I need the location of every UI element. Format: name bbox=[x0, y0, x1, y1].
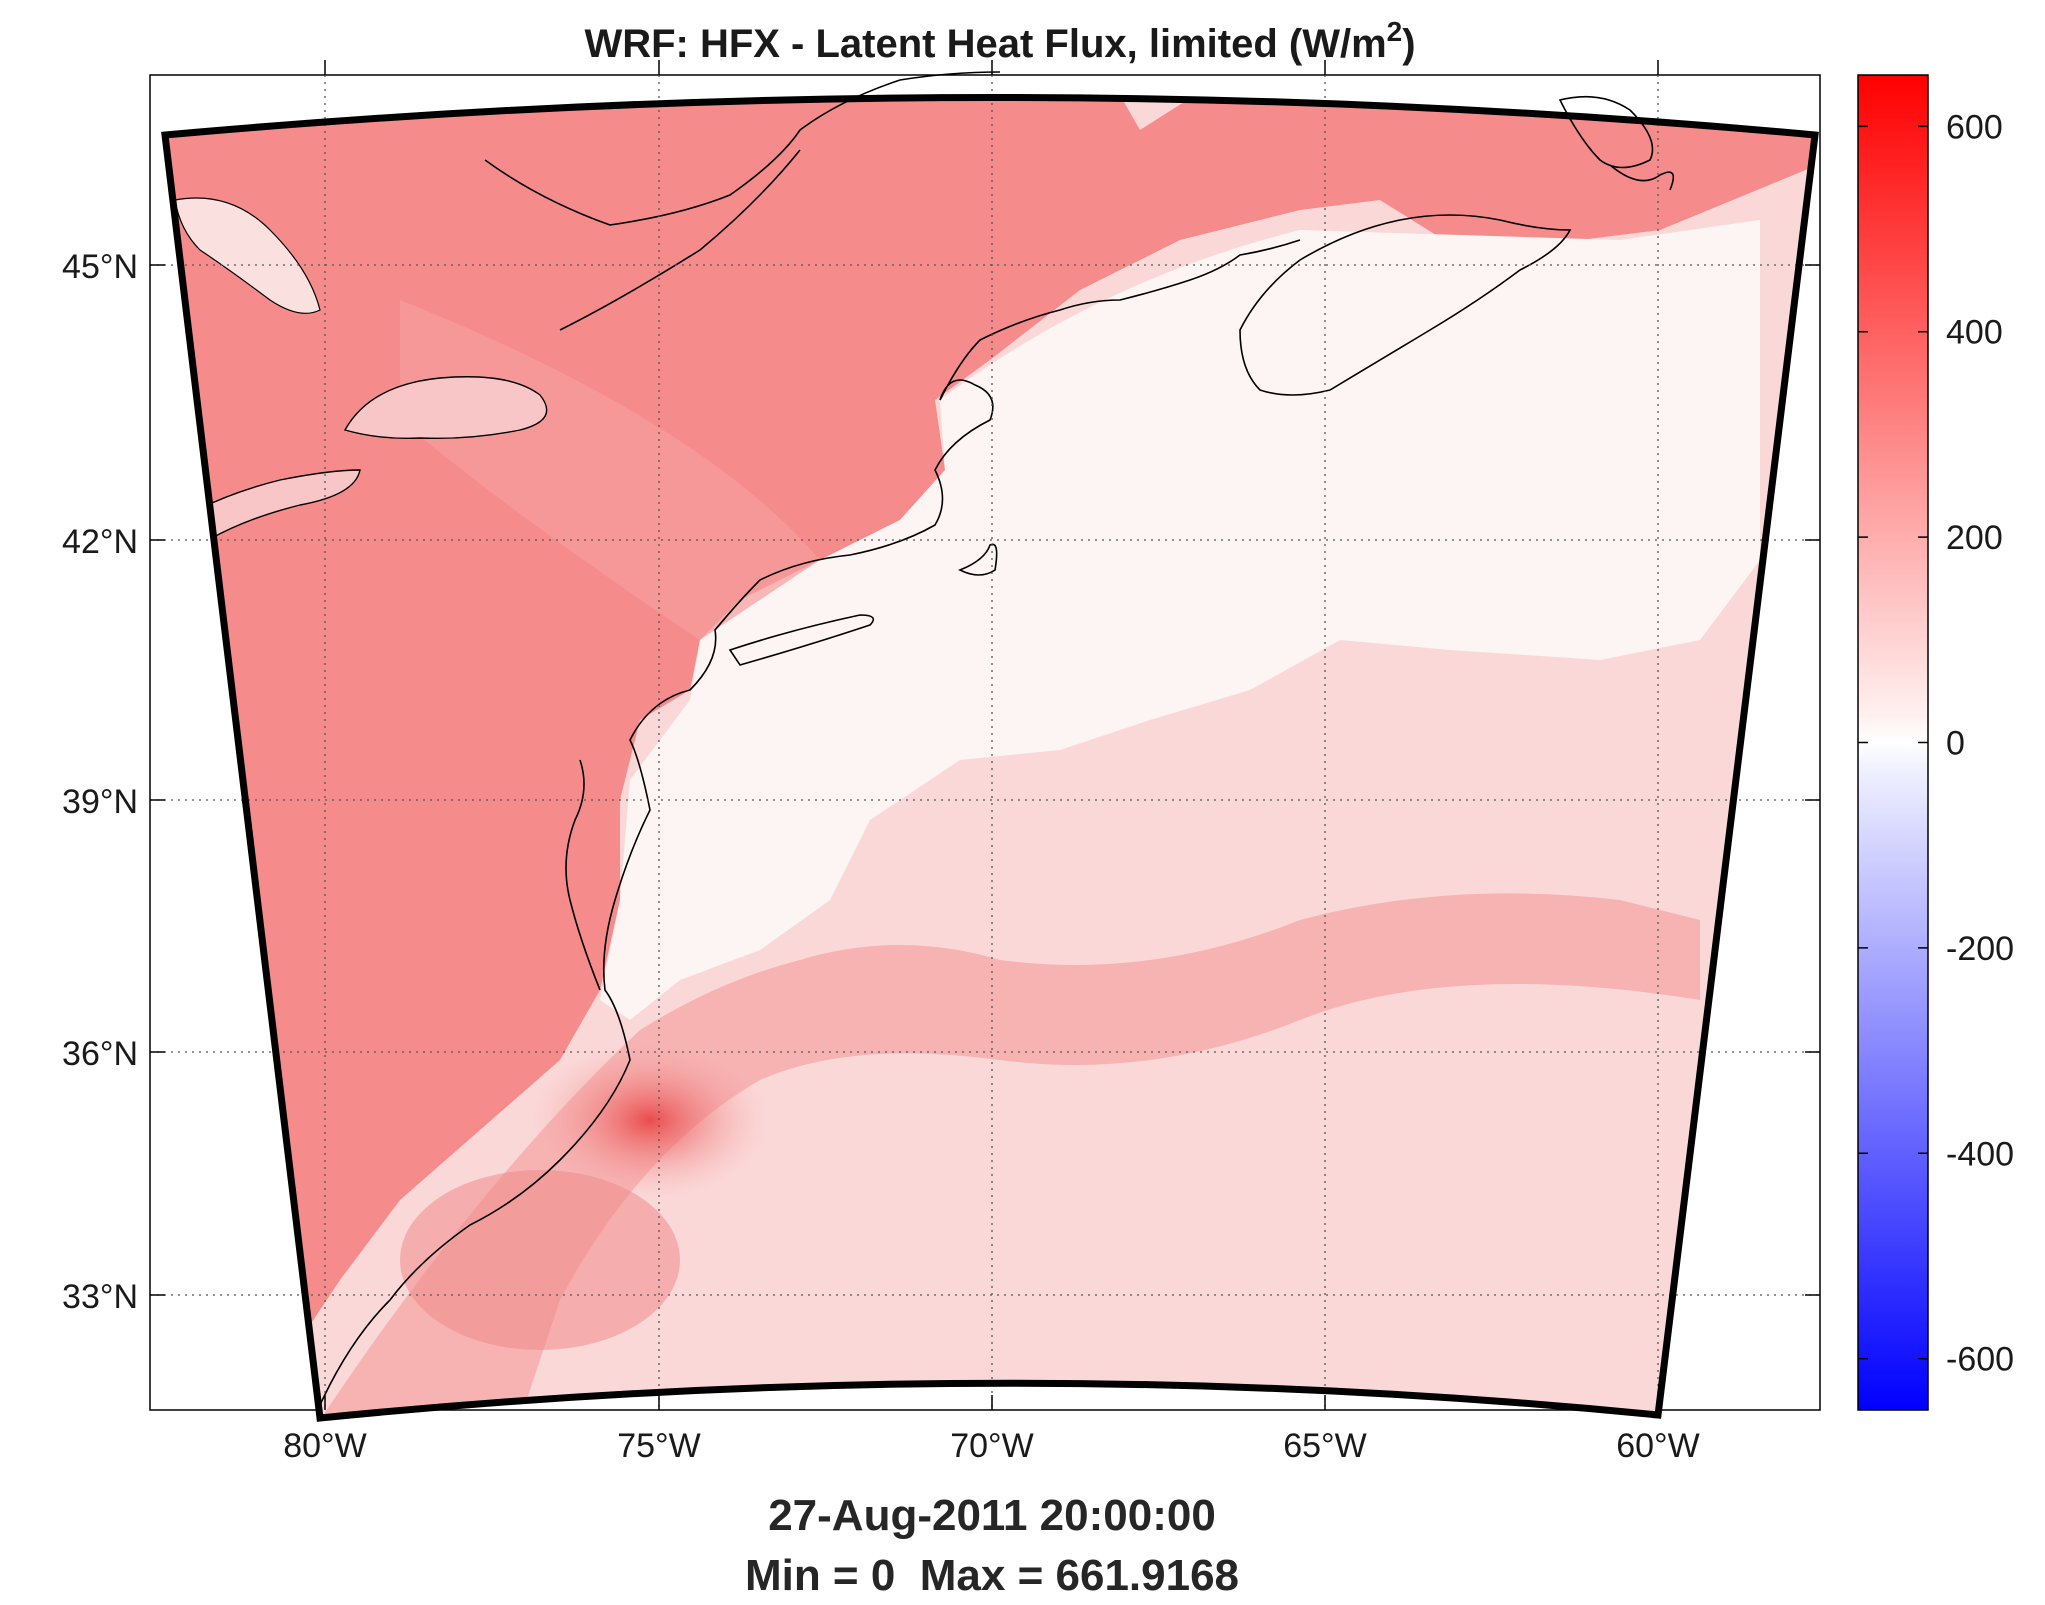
cape-cod bbox=[958, 543, 998, 576]
chesapeake-coast bbox=[565, 759, 601, 991]
timestamp: 27-Aug-2011 20:00:00 bbox=[768, 1491, 1216, 1540]
atlantic-coast bbox=[319, 379, 994, 1406]
lat-label: 36°N bbox=[62, 1035, 138, 1073]
new-england-coast bbox=[939, 239, 1301, 401]
tick-marks bbox=[150, 60, 1820, 1410]
lake-ontario bbox=[343, 376, 548, 440]
st-lawrence-coast bbox=[484, 71, 1001, 226]
low-flux-ocean bbox=[600, 220, 1760, 1020]
colorbar-ticks: 600 400 200 0 -200 -400 -600 bbox=[1858, 108, 2014, 1379]
colorbar-tick-label: -400 bbox=[1946, 1135, 2014, 1173]
lat-label: 45°N bbox=[62, 248, 138, 286]
figure-title: WRF: HFX - Latent Heat Flux, limited (W/… bbox=[584, 16, 1415, 66]
lon-label: 75°W bbox=[617, 1427, 701, 1465]
colorbar bbox=[1857, 74, 1929, 1411]
colorbar-tick-label: 600 bbox=[1946, 108, 2003, 146]
lon-label: 65°W bbox=[1283, 1427, 1367, 1465]
lon-label: 60°W bbox=[1616, 1427, 1700, 1465]
long-island bbox=[728, 614, 875, 666]
flux-field bbox=[165, 97, 1815, 1418]
min-max-stats: Min = 0 Max = 661.9168 bbox=[745, 1551, 1239, 1600]
colorbar-tick-label: -600 bbox=[1946, 1341, 2014, 1379]
lon-label: 80°W bbox=[283, 1427, 367, 1465]
colorbar-tick-label: 400 bbox=[1946, 314, 2003, 352]
lat-label: 39°N bbox=[62, 783, 138, 821]
coastlines bbox=[319, 71, 1675, 1406]
graticule bbox=[150, 75, 1820, 1410]
latitude-labels: 45°N 42°N 39°N 36°N 33°N bbox=[62, 248, 138, 1316]
colorbar-tick-label: 0 bbox=[1946, 725, 1965, 763]
lat-label: 42°N bbox=[62, 523, 138, 561]
gulf-stream-band bbox=[320, 893, 1700, 1418]
colorbar-tick-label: -200 bbox=[1946, 930, 2014, 968]
newfoundland-coast bbox=[1558, 95, 1654, 169]
colorbar-tick-label: 200 bbox=[1946, 519, 2003, 557]
longitude-labels: 80°W 75°W 70°W 65°W 60°W bbox=[283, 1427, 1700, 1465]
lat-label: 33°N bbox=[62, 1278, 138, 1316]
georgian-bay bbox=[174, 197, 321, 314]
domain-boundary bbox=[161, 94, 1819, 1422]
lon-label: 70°W bbox=[950, 1427, 1034, 1465]
nova-scotia-coast bbox=[1239, 214, 1572, 396]
